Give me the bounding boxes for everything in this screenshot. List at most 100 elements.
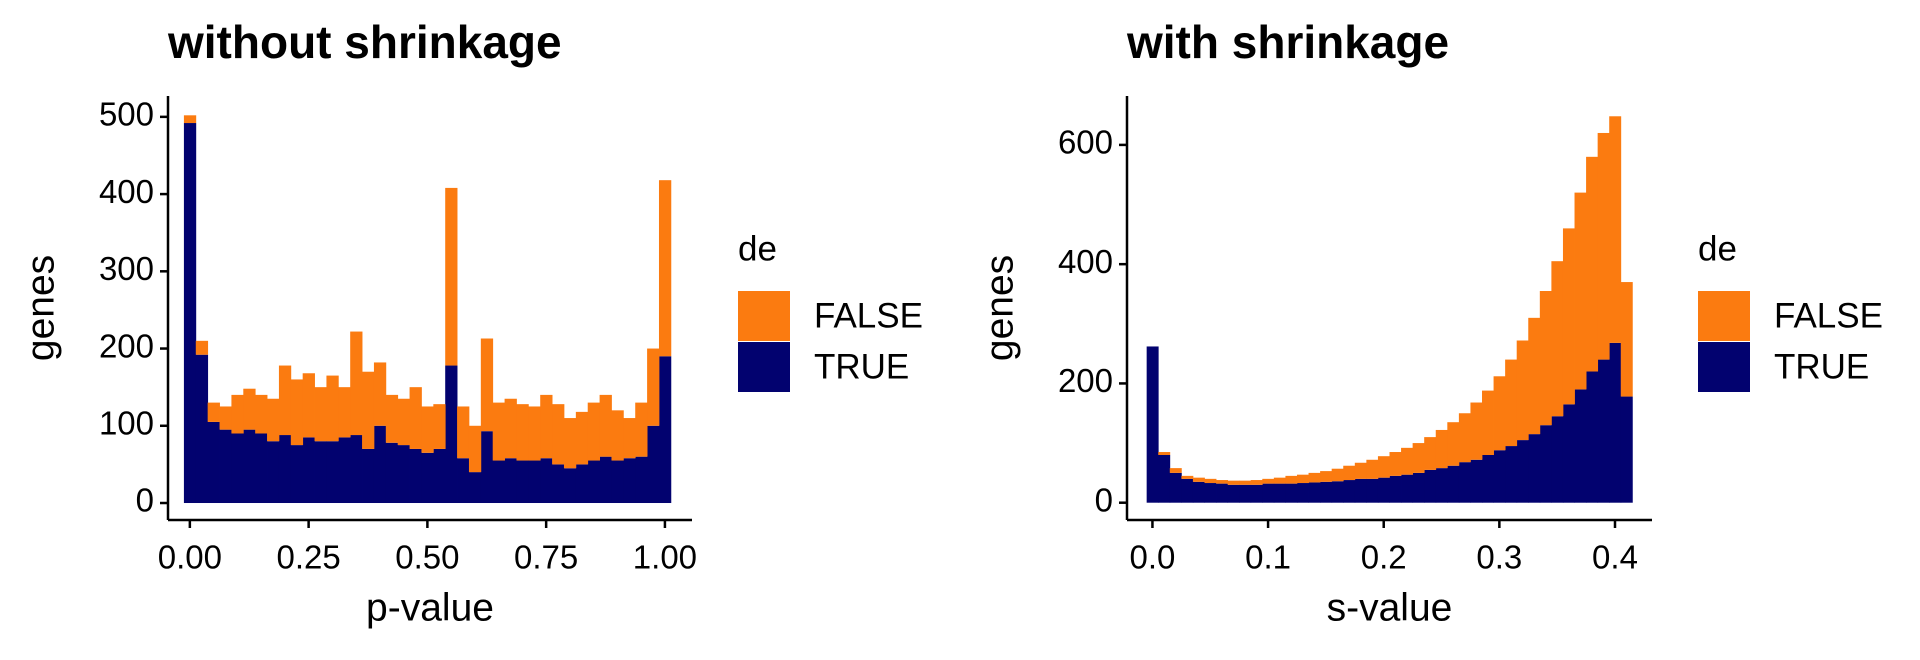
histogram-bar <box>314 441 327 504</box>
y-tick-label: 200 <box>99 327 154 364</box>
x-tick-label: 1.00 <box>633 539 697 576</box>
legend-key <box>738 342 790 392</box>
histogram-bar <box>1389 452 1402 476</box>
histogram-bar <box>1296 483 1309 503</box>
histogram-bar <box>1285 475 1298 484</box>
histogram-bar <box>219 406 232 430</box>
histogram-bar <box>1516 340 1529 441</box>
histogram-bar <box>1412 472 1425 503</box>
y-axis-title: genes <box>978 255 1021 361</box>
histogram-bar <box>326 375 339 442</box>
histogram-bar <box>373 425 387 504</box>
histogram-bar <box>1343 465 1356 481</box>
histogram-bar <box>1447 422 1460 466</box>
histogram-bar <box>243 429 256 504</box>
histogram-bar <box>421 406 434 453</box>
histogram-bar <box>1597 359 1610 503</box>
histogram-bar <box>516 404 529 461</box>
histogram-bar <box>1250 484 1263 503</box>
histogram-bar <box>480 431 494 504</box>
histogram-bar <box>421 452 434 504</box>
histogram-bar <box>480 338 494 432</box>
histogram-bar <box>504 398 517 459</box>
x-axis-title: s-value <box>1327 586 1453 629</box>
histogram-bar <box>516 460 529 504</box>
histogram-bar <box>1377 477 1390 503</box>
histogram-bar <box>1435 468 1448 503</box>
histogram-bar <box>1586 156 1599 372</box>
histogram-bar <box>290 445 304 504</box>
histogram-bar <box>1181 478 1194 503</box>
y-tick-label: 200 <box>1058 362 1113 399</box>
legend-title: de <box>1698 229 1737 268</box>
histogram-bar <box>468 425 482 473</box>
histogram-bar <box>385 442 399 504</box>
y-tick-label: 400 <box>99 173 154 210</box>
histogram-bar <box>1539 425 1552 503</box>
histogram-bar <box>1401 474 1414 503</box>
histogram-bar <box>1366 459 1379 479</box>
histogram-bar <box>1262 478 1275 484</box>
legend-key <box>738 291 790 341</box>
histogram-bar <box>302 373 315 438</box>
histogram-bar <box>433 448 446 504</box>
histogram-bar <box>314 387 327 442</box>
histogram-bar <box>1424 437 1437 470</box>
histogram-bar <box>267 441 280 504</box>
histogram-bar <box>1470 459 1483 503</box>
histogram-bar <box>587 460 600 504</box>
histogram-bar <box>1458 413 1471 463</box>
histogram-bar <box>1192 477 1205 482</box>
histogram-bar <box>1562 228 1575 405</box>
histogram-bar <box>1620 282 1633 397</box>
histogram-bar <box>457 406 470 459</box>
y-tick-label: 100 <box>99 404 154 441</box>
y-tick-label: 400 <box>1058 243 1113 280</box>
y-tick-label: 0 <box>1095 481 1113 518</box>
histogram-bar <box>1308 482 1321 503</box>
histogram-bar <box>623 418 636 459</box>
histogram-bar <box>207 421 220 504</box>
histogram-bar <box>1551 261 1564 417</box>
histogram-bar <box>219 429 232 504</box>
histogram-bar <box>1482 390 1494 455</box>
x-axis-title: p-value <box>366 586 494 629</box>
histogram-bar <box>1169 472 1182 503</box>
x-tick-label: 0.50 <box>395 539 459 576</box>
histogram-bar <box>1169 468 1182 473</box>
histogram-bar <box>1192 481 1205 503</box>
histogram-bar <box>647 425 660 504</box>
histogram-bar <box>623 458 636 504</box>
histogram-bar <box>540 458 553 504</box>
histogram-bar <box>397 398 410 446</box>
histogram-bar <box>575 464 589 504</box>
histogram-bar <box>1539 291 1552 426</box>
histogram-bar <box>1377 456 1390 478</box>
histogram-bar <box>528 460 541 504</box>
histogram-bar <box>1181 475 1194 479</box>
histogram-bar <box>611 410 624 461</box>
histogram-bar <box>575 411 589 465</box>
x-tick-label: 0.75 <box>514 539 578 576</box>
legend-label: TRUE <box>1774 347 1869 386</box>
histogram-bar <box>1204 478 1217 484</box>
histogram-bar <box>492 402 505 461</box>
histogram-bar <box>1412 443 1425 473</box>
histogram-bar <box>1505 446 1518 503</box>
histogram-bar <box>1447 465 1460 503</box>
histogram-bar <box>1424 469 1437 503</box>
histogram-bar <box>1354 478 1367 503</box>
histogram-bar <box>362 371 375 449</box>
histogram-bar <box>1239 484 1252 503</box>
histogram-bar <box>1528 317 1541 435</box>
histogram-bar <box>445 187 458 366</box>
x-tick-label: 0.2 <box>1361 539 1407 576</box>
x-tick-label: 0.4 <box>1592 539 1638 576</box>
histogram-bar <box>433 404 446 449</box>
histogram-bar <box>1216 483 1229 503</box>
histogram-bar <box>1458 462 1471 503</box>
histogram-bar <box>1470 402 1483 460</box>
histogram-bar <box>1516 440 1529 503</box>
histogram-bar <box>1551 416 1564 503</box>
histogram-bar <box>599 456 612 504</box>
